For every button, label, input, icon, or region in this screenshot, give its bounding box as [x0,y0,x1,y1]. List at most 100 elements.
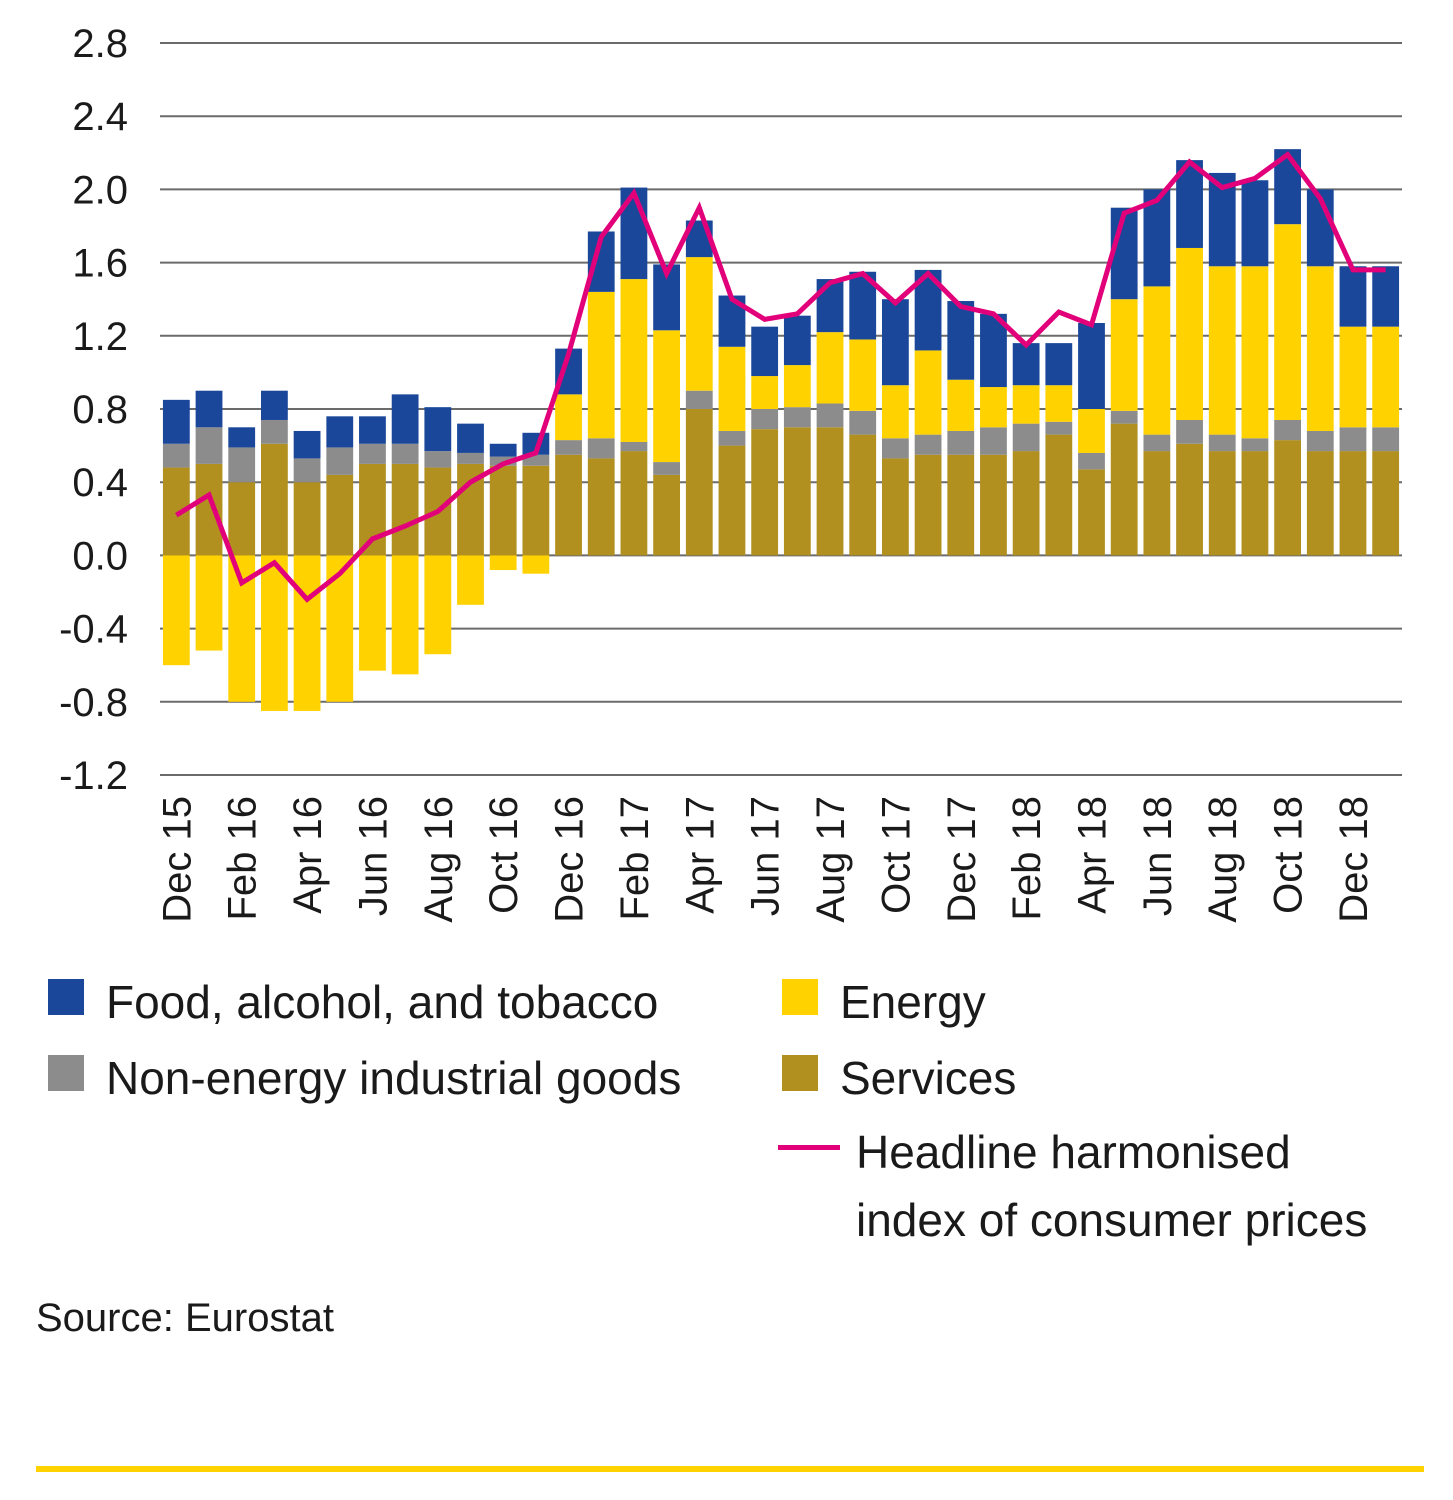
source-note: Source: Eurostat [36,1296,334,1340]
bar-segment [783,315,811,366]
x-tick-label: Jun 17 [744,796,788,916]
x-tick-label: Apr 17 [678,796,722,914]
bar-segment [685,409,713,556]
bar-segment [1372,451,1400,556]
bar-segment [555,454,582,556]
legend-label-non-energy-goods: Non-energy industrial goods [106,1052,682,1104]
bar-segment [783,407,811,428]
bar-segment [914,350,942,435]
legend-label-headline-line1: Headline harmonised [856,1126,1291,1178]
bar-segment [457,423,484,453]
bar-segment [260,443,288,556]
bar-segment [489,555,517,571]
legend-item-headline: Headline harmonised index of consumer pr… [778,1123,1367,1251]
bar-segment [980,427,1007,455]
bar-segment [751,409,779,430]
y-tick-label: -0.8 [59,681,128,725]
bar-segment [1208,451,1236,556]
y-tick-label: -1.2 [59,754,128,798]
bar-segment [1176,443,1203,556]
bar-segment [293,430,321,459]
bar-segment [522,465,550,556]
bar-segment [1110,410,1138,424]
bar-segment [947,454,975,556]
y-tick-label: 1.2 [72,315,128,359]
bar-segment [1339,451,1367,556]
bar-segment [489,443,517,457]
headline-hicp-line [175,151,1386,603]
bar-segment [980,454,1007,556]
bar-segment [1143,286,1171,435]
y-tick-label: 2.8 [72,22,128,66]
bar-segment [326,555,354,702]
bar-segment [881,385,909,439]
bar-segment [1012,451,1040,556]
legend-swatch-food [48,979,84,1015]
bar-segment [914,454,942,556]
x-tick-label: Jun 18 [1136,796,1180,916]
bar-segment [457,555,484,605]
x-tick-label: Aug 17 [809,796,853,923]
bar-segment [620,187,648,280]
bar-segment [1176,419,1203,444]
bar-segment [947,301,975,380]
bar-segment [424,555,452,655]
bar-segment [783,427,811,556]
bar-segment [1274,440,1302,556]
bar-segment [1241,438,1269,452]
x-axis: Dec 15 Feb 16 Apr 16 Jun 16 Aug 16 Oct 16 Dec … [155,796,1376,923]
legend-label-headline: Headline harmonised index of consumer pr… [856,1123,1367,1251]
bar-segment [326,447,354,475]
bar-segment [1045,421,1073,435]
bar-segment [1339,266,1367,327]
bar-segment [685,257,713,391]
bar-segment [1339,326,1367,428]
bar-segment [293,482,321,556]
bar-segment [1045,343,1073,386]
y-tick-label: 1.6 [72,242,128,286]
bar-segment [391,463,419,556]
bar-segment [653,330,681,463]
bar-segment [849,410,877,435]
bar-segment [260,390,288,420]
legend-label-energy: Energy [840,976,986,1028]
bar-segment [1208,434,1236,452]
bar-segment [685,390,713,409]
bar-segment [947,379,975,431]
x-tick-label: Feb 17 [613,796,657,921]
bar-segment [653,462,681,475]
bar-segment [881,299,909,386]
bar-segment [326,474,354,556]
bar-segment [587,458,615,556]
bar-segment [1241,180,1269,267]
bar-segment [849,434,877,556]
legend-swatch-non-energy-goods [48,1055,84,1091]
y-axis: 2.8 2.4 2.0 1.6 1.2 0.8 0.4 0.0 -0.4 -0.8 -1.2 [59,22,128,798]
x-tick-label: Dec 18 [1332,796,1376,923]
bar-segment [1372,427,1400,452]
x-tick-label: Oct 16 [482,796,526,914]
bar-segment [195,463,223,556]
bar-segment [1372,266,1400,327]
legend-label-food: Food, alcohol, and tobacco [106,976,659,1028]
bar-segment [718,445,746,556]
bar-segment [751,326,779,377]
bar-segment [1143,451,1171,556]
bar-segment [1045,385,1073,422]
bar-segment [391,443,419,464]
x-tick-label: Apr 18 [1071,796,1115,914]
bar-segment [457,452,484,464]
bar-segment [555,440,582,455]
bar-segment [620,279,648,442]
bar-segment [293,458,321,483]
legend-line-headline [778,1145,840,1150]
bar-segment [816,332,844,404]
bar-segment [228,482,256,556]
bar-segment [1110,423,1138,556]
bar-segment [359,555,386,671]
x-tick-label: Jun 16 [351,796,395,916]
chart: 2.8 2.4 2.0 1.6 1.2 0.8 0.4 0.0 -0.4 -0.8 -1.2 Dec… [59,22,1402,923]
bar-segment [195,390,223,428]
y-tick-label: -0.4 [59,608,128,652]
bar-segment [195,555,223,651]
